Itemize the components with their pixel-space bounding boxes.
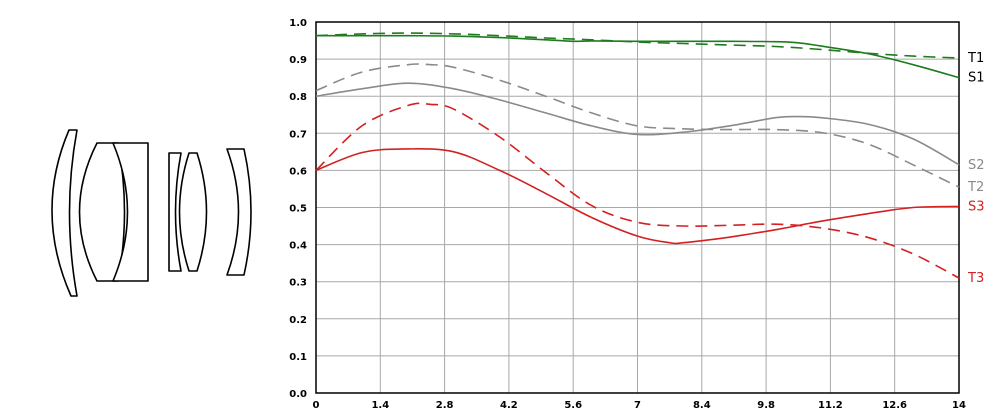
x-tick-label: 11.2: [818, 400, 843, 411]
y-tick-label: 0.5: [289, 204, 307, 215]
series-label-s2: S2: [968, 158, 985, 173]
x-tick-label: 12.6: [882, 400, 907, 411]
x-tick-label: 7: [634, 400, 641, 411]
series-label-t2: T2: [967, 180, 984, 195]
chart-grid: [315, 21, 960, 394]
series-label-t1: T1: [967, 51, 984, 66]
chart-series-labels: T1 S1 S2 T2 S3 T3: [967, 51, 985, 286]
series-label-s1: S1: [968, 71, 985, 86]
x-tick-label: 14: [952, 400, 966, 411]
x-tick-label: 8.4: [693, 400, 711, 411]
lens-element-5: [178, 152, 208, 272]
lens-element-6: [226, 148, 252, 276]
series-label-t3: T3: [967, 271, 984, 286]
y-tick-label: 0.2: [289, 315, 307, 326]
y-tick-label: 0.1: [289, 352, 307, 363]
series-line-s1: [316, 34, 960, 79]
y-tick-label: 0.6: [289, 166, 307, 177]
chart-series: [315, 32, 960, 279]
series-label-s3: S3: [968, 199, 985, 214]
y-tick-label: 0.9: [289, 55, 307, 66]
x-tick-label: 9.8: [757, 400, 775, 411]
x-tick-label: 2.8: [436, 400, 454, 411]
y-tick-label: 0.3: [289, 278, 307, 289]
series-line-t2: [315, 63, 960, 188]
lens-element-3: [112, 142, 149, 282]
y-tick-label: 0.7: [289, 129, 307, 140]
x-tick-label: 5.6: [564, 400, 582, 411]
lens-element-2: [78, 142, 126, 282]
series-line-s3: [315, 148, 960, 245]
chart-axis-labels: 0 1.4 2.8 4.2 5.6 7 8.4 9.8 11.2 12.6 14 0.0 0.1 0.2 0…: [289, 18, 966, 411]
series-line-t1: [315, 32, 960, 59]
plot-frame: [315, 21, 960, 394]
y-tick-label: 0.8: [289, 92, 307, 103]
lens-element-4: [168, 152, 182, 272]
x-tick-label: 4.2: [500, 400, 518, 411]
lens-element-diagram: [51, 129, 252, 297]
x-tick-label: 1.4: [371, 400, 389, 411]
y-tick-label: 1.0: [289, 18, 307, 29]
y-tick-label: 0.0: [289, 389, 307, 400]
y-tick-label: 0.4: [289, 241, 307, 252]
series-line-s2: [315, 82, 960, 166]
series-line-t3: [315, 102, 960, 279]
lens-element-1: [51, 129, 78, 297]
x-tick-label: 0: [313, 400, 320, 411]
